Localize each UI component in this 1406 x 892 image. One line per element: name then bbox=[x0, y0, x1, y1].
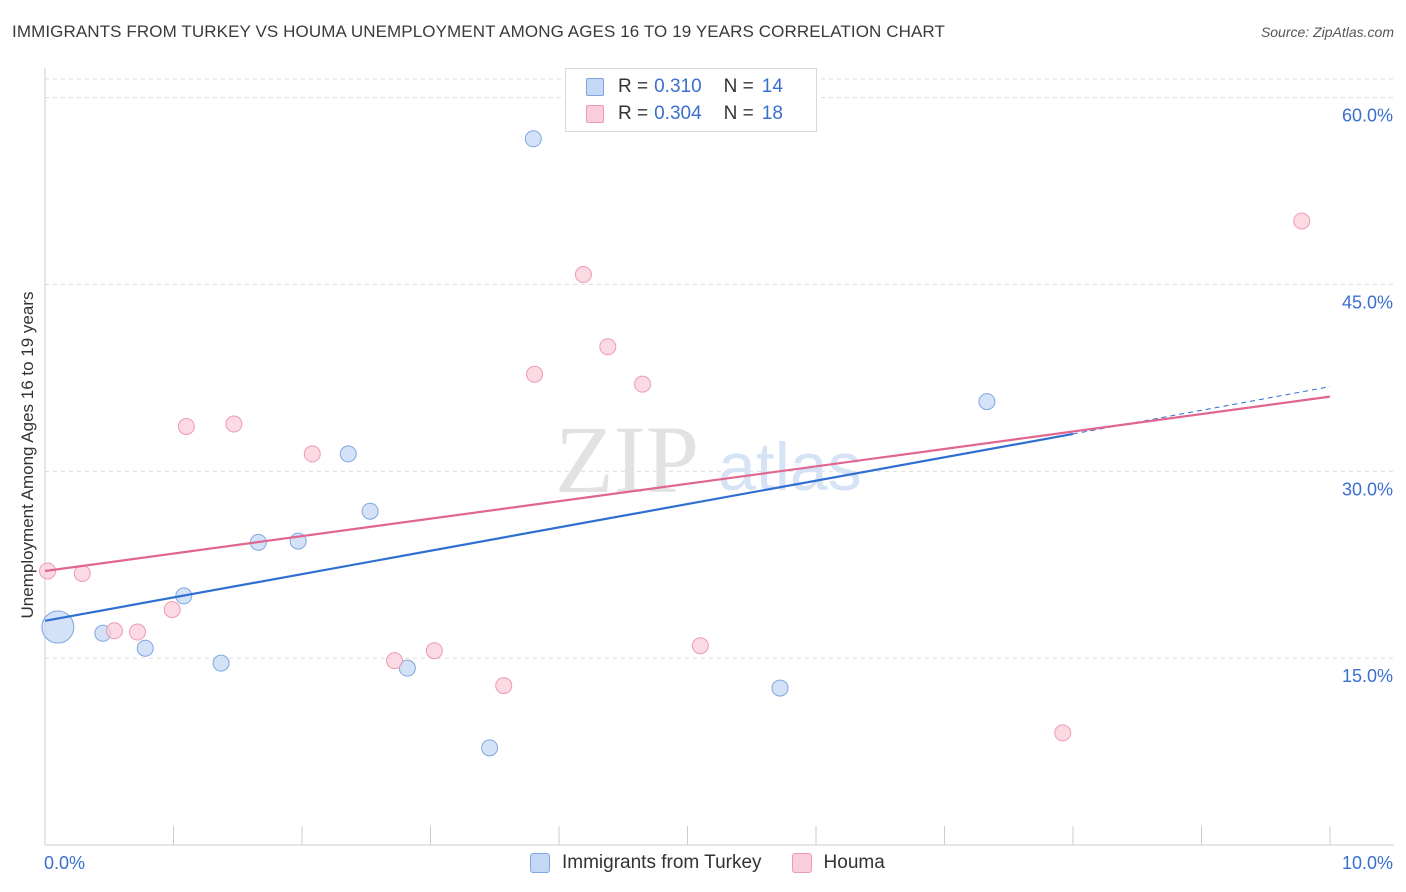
houma-point bbox=[177, 418, 195, 436]
series-legend: Immigrants from Turkey Houma bbox=[530, 852, 915, 874]
legend-row-houma: R = 0.304 N = 18 bbox=[586, 102, 783, 126]
legend-r-label: R = bbox=[618, 76, 649, 97]
houma-point bbox=[1054, 724, 1072, 742]
source-label: Source: ZipAtlas.com bbox=[1260, 24, 1394, 40]
turkey-trend-line bbox=[44, 432, 1074, 622]
houma-point bbox=[303, 445, 321, 463]
y-axis-label: Unemployment Among Ages 16 to 19 years bbox=[18, 291, 37, 619]
turkey-point bbox=[212, 654, 230, 672]
legend-swatch-houma bbox=[586, 105, 604, 123]
houma-point bbox=[574, 266, 592, 284]
houma-point bbox=[105, 622, 123, 640]
x-tick-label: 0.0% bbox=[44, 853, 85, 873]
houma-point bbox=[386, 652, 404, 670]
gridlines bbox=[45, 78, 1394, 659]
series-swatch-houma bbox=[791, 853, 812, 873]
houma-point bbox=[691, 637, 709, 655]
series-swatch-turkey bbox=[530, 853, 550, 873]
turkey-point bbox=[771, 679, 789, 697]
legend-n-label: N = bbox=[723, 103, 754, 124]
houma-point bbox=[225, 415, 243, 433]
turkey-point bbox=[978, 393, 996, 411]
turkey-point bbox=[361, 502, 379, 520]
y-tick-label: 30.0% bbox=[1342, 479, 1393, 499]
houma-point bbox=[634, 375, 652, 393]
legend-n-value: 18 bbox=[761, 103, 783, 124]
x-tick-label: 10.0% bbox=[1342, 853, 1393, 873]
legend-n-label: N = bbox=[723, 76, 754, 97]
legend-n-value: 14 bbox=[761, 76, 783, 97]
trend-lines bbox=[44, 386, 1331, 622]
series-label-turkey: Immigrants from Turkey bbox=[562, 852, 762, 873]
legend-swatch-turkey bbox=[586, 78, 604, 96]
watermark-atlas: atlas bbox=[718, 429, 862, 505]
houma-point bbox=[425, 642, 443, 660]
tick-labels: 15.0% 30.0% 45.0% 60.0% 0.0% 10.0% bbox=[44, 106, 1393, 873]
y-tick-label: 60.0% bbox=[1342, 106, 1393, 126]
legend-row-turkey: R = 0.310 N = 14 bbox=[586, 75, 783, 99]
houma-point bbox=[1293, 212, 1311, 230]
turkey-trend-extension bbox=[1072, 386, 1331, 435]
houma-point bbox=[163, 601, 181, 619]
legend-r-value: 0.310 bbox=[654, 76, 702, 97]
turkey-point bbox=[136, 639, 154, 657]
series-label-houma: Houma bbox=[823, 852, 885, 873]
houma-point bbox=[526, 365, 544, 383]
houma-point bbox=[129, 623, 147, 641]
houma-point bbox=[599, 338, 617, 356]
houma-point bbox=[495, 677, 513, 695]
legend-r-label: R = bbox=[618, 103, 649, 124]
turkey-point bbox=[339, 445, 357, 463]
chart-title: IMMIGRANTS FROM TURKEY VS HOUMA UNEMPLOY… bbox=[12, 22, 945, 41]
houma-trend-line bbox=[44, 395, 1331, 573]
axes bbox=[44, 68, 1394, 846]
turkey-point bbox=[481, 739, 499, 757]
houma-point bbox=[73, 564, 91, 582]
series-houma-points bbox=[39, 212, 1311, 742]
legend-r-value: 0.304 bbox=[654, 103, 702, 124]
y-tick-label: 15.0% bbox=[1342, 666, 1393, 686]
y-tick-label: 45.0% bbox=[1342, 293, 1393, 313]
watermark-zip: ZIP bbox=[555, 406, 699, 513]
series-legend-houma: Houma bbox=[791, 852, 885, 874]
turkey-point bbox=[398, 659, 416, 677]
turkey-point bbox=[524, 130, 542, 148]
watermark: ZIP atlas bbox=[555, 406, 862, 513]
series-legend-turkey: Immigrants from Turkey bbox=[530, 852, 762, 874]
correlation-legend: R = 0.310 N = 14 R = 0.304 N = 18 bbox=[565, 68, 817, 132]
